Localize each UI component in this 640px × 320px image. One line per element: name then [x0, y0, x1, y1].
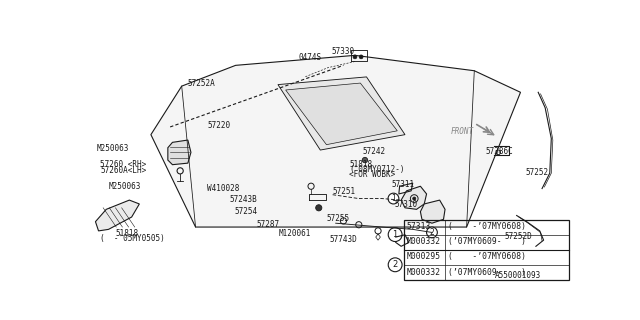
Text: 57310: 57310: [394, 200, 418, 209]
Text: 57743D: 57743D: [329, 236, 356, 244]
Polygon shape: [278, 77, 405, 150]
Text: (’07MY0609-    ): (’07MY0609- ): [447, 237, 525, 246]
Text: A550001093: A550001093: [495, 271, 541, 280]
Circle shape: [353, 55, 357, 59]
Text: M250063: M250063: [97, 144, 129, 153]
Polygon shape: [168, 140, 191, 165]
Text: 57254: 57254: [234, 207, 257, 216]
Text: M000332: M000332: [406, 237, 441, 246]
Circle shape: [388, 193, 399, 204]
Text: 51818: 51818: [349, 160, 372, 169]
Text: (’07MY0609-    ): (’07MY0609- ): [447, 268, 525, 276]
Text: FRONT: FRONT: [450, 127, 474, 136]
Text: 51818: 51818: [115, 228, 138, 237]
Polygon shape: [401, 186, 427, 209]
Text: W410028: W410028: [207, 184, 239, 193]
Text: 2: 2: [429, 228, 435, 237]
Text: <FOR WOBK>: <FOR WOBK>: [349, 171, 396, 180]
Polygon shape: [420, 200, 445, 223]
Polygon shape: [151, 55, 520, 227]
Text: ('08MY0712-): ('08MY0712-): [349, 165, 404, 174]
Text: 57260 <RH>: 57260 <RH>: [100, 160, 147, 169]
Text: M000332: M000332: [406, 268, 441, 276]
Circle shape: [388, 258, 402, 272]
Text: 57252A: 57252A: [188, 79, 215, 88]
Text: 57255: 57255: [326, 214, 349, 223]
Text: M250063: M250063: [109, 182, 141, 191]
Text: 0474S: 0474S: [298, 53, 321, 62]
Text: 57313: 57313: [406, 222, 431, 231]
Text: (    -’07MY0608): ( -’07MY0608): [447, 222, 525, 231]
Text: 57260A<LH>: 57260A<LH>: [100, 166, 147, 175]
Text: 57243B: 57243B: [230, 195, 257, 204]
Circle shape: [413, 197, 416, 200]
Text: 57251: 57251: [333, 187, 356, 196]
Text: 57386C: 57386C: [486, 147, 513, 156]
Bar: [404, 220, 570, 280]
Circle shape: [316, 205, 322, 211]
Text: (    -’07MY0608): ( -’07MY0608): [447, 252, 525, 261]
Text: M000295: M000295: [406, 252, 441, 261]
Text: 57252: 57252: [525, 168, 548, 177]
Text: 57220: 57220: [207, 121, 230, 130]
Text: 1: 1: [392, 230, 398, 239]
Circle shape: [427, 227, 437, 238]
Circle shape: [359, 55, 363, 59]
Text: 57242: 57242: [362, 147, 386, 156]
Text: 57330: 57330: [332, 47, 355, 56]
Text: 2: 2: [392, 260, 398, 269]
Circle shape: [388, 228, 402, 242]
Text: 57311: 57311: [391, 180, 414, 189]
Polygon shape: [285, 83, 397, 145]
Text: 1: 1: [391, 194, 396, 203]
Text: 57287: 57287: [257, 220, 280, 229]
Text: 57252D: 57252D: [504, 231, 532, 241]
Text: (  -'05MY0505): ( -'05MY0505): [100, 234, 165, 243]
Text: M120061: M120061: [279, 229, 311, 238]
Circle shape: [362, 157, 367, 163]
Polygon shape: [95, 200, 140, 231]
